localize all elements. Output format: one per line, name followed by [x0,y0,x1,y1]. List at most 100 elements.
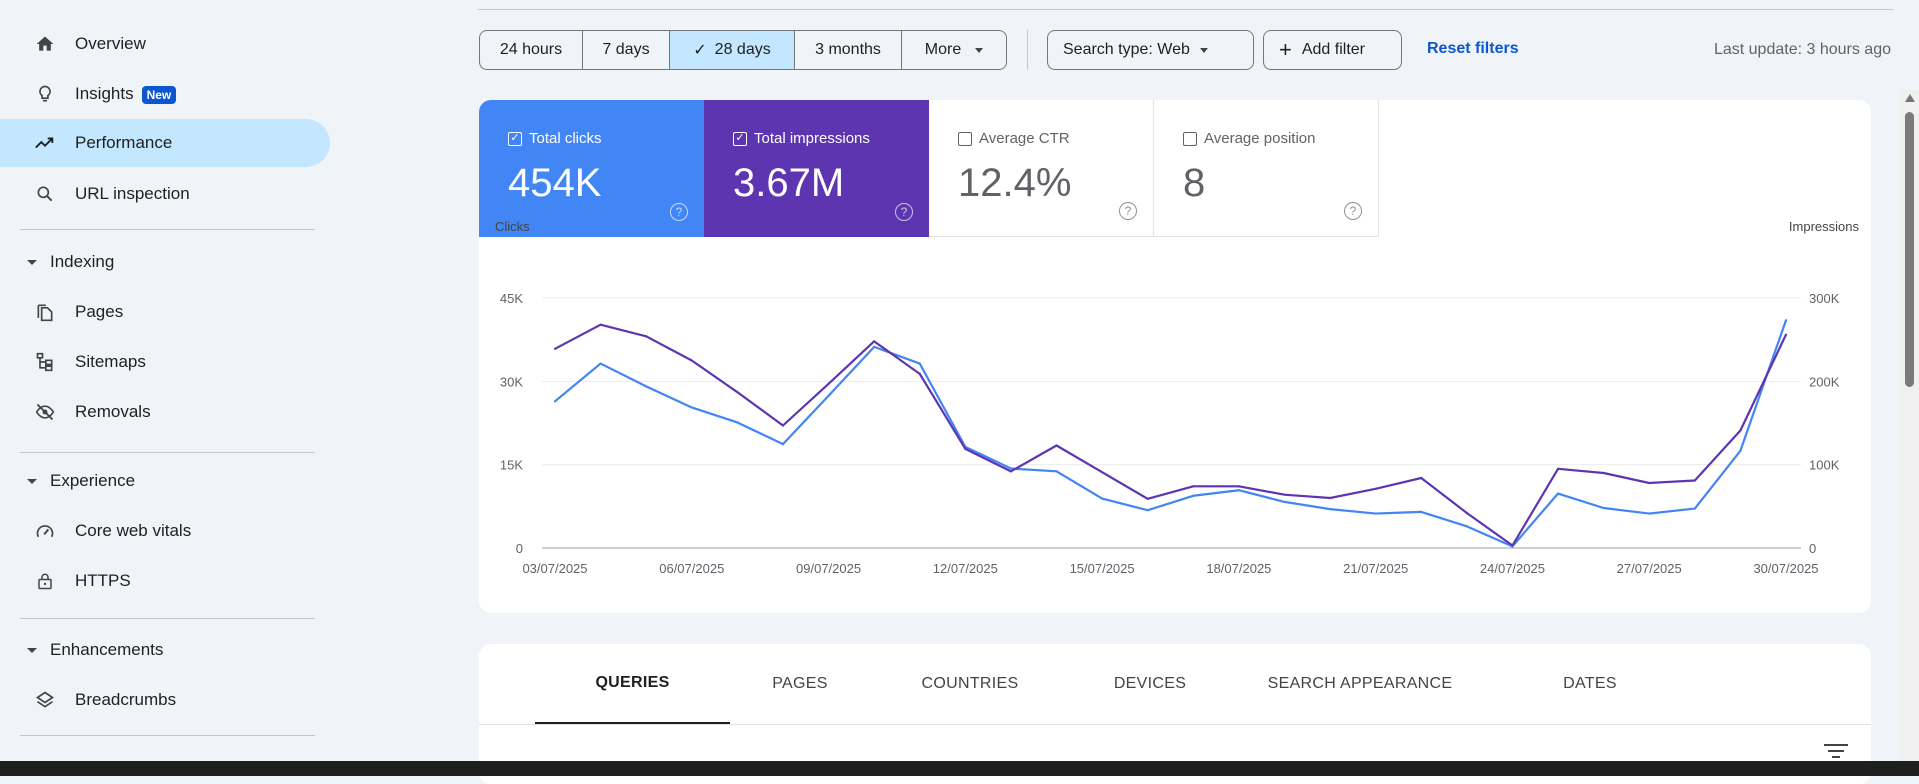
toolbar-divider [1027,30,1028,70]
caret-down-icon [27,259,37,265]
sidebar-item-url-inspection[interactable]: URL inspection [0,170,330,218]
home-icon [34,33,56,55]
impressions-point [964,447,967,450]
metric-value: 3.67M [733,161,845,205]
impressions-point [1602,471,1605,475]
range-28-days-button[interactable]: ✓ 28 days [670,31,795,69]
checkbox-unchecked-icon[interactable] [1183,131,1197,146]
tab-devices[interactable]: DEVICES [1113,675,1187,692]
metric-total-clicks[interactable]: ✓ Total clicks 454K ? [479,100,704,237]
impressions-point [873,340,876,343]
sidebar-item-label: Performance [75,133,173,152]
metric-value: 454K [508,161,602,205]
range-7-days-button[interactable]: 7 days [583,31,670,69]
sidebar-item-pages[interactable]: Pages [0,288,330,336]
metric-average-ctr[interactable]: Average CTR 12.4% ? [929,100,1154,237]
sidebar-item-overview[interactable]: Overview [0,20,330,68]
tabs-divider [479,724,1871,725]
help-icon[interactable]: ? [1119,202,1137,220]
sidebar-item-core-web-vitals[interactable]: Core web vitals [0,507,330,555]
performance-line-chart: 0 0 15K 100K 30K 200K 45K 300K Clicks Impressions… [495,219,1860,576]
clicks-point [1101,497,1104,500]
search-type-label: Search type: Web [1063,41,1190,58]
sidebar-item-performance[interactable]: Performance [0,119,330,167]
page-scrollbar[interactable] [1900,90,1919,761]
clicks-point [553,400,557,403]
tab-dates[interactable]: DATES [1563,675,1617,692]
clicks-point [1739,449,1742,452]
range-3-months-button[interactable]: 3 months [795,31,902,69]
section-label: Indexing [50,252,115,271]
section-experience[interactable]: Experience [0,461,330,501]
reset-filters-link[interactable]: Reset filters [1427,40,1519,57]
new-badge: New [141,86,177,104]
clicks-point [1374,512,1377,515]
section-indexing[interactable]: Indexing [0,242,330,282]
scroll-up-icon[interactable] [1905,94,1915,102]
sidebar-item-breadcrumbs[interactable]: Breadcrumbs [0,676,330,724]
impressions-point [1693,479,1696,482]
impressions-line [554,323,1787,547]
checkbox-unchecked-icon[interactable] [958,131,972,146]
help-icon[interactable]: ? [670,203,688,221]
clicks-point [599,362,602,365]
x-tick-label: 18/07/2025 [1206,561,1271,576]
date-range-selector: 24 hours 7 days ✓ 28 days 3 months More [479,30,1007,70]
range-more-dropdown[interactable]: More [902,31,1006,69]
last-update-text: Last update: 3 hours ago [1713,41,1891,58]
impressions-point [1511,544,1514,547]
check-icon: ✓ [693,42,707,59]
divider [20,452,315,453]
range-label: 28 days [714,41,771,58]
sidebar-item-label: URL inspection [75,184,190,203]
caret-down-icon [27,478,37,484]
metric-average-position[interactable]: Average position 8 ? [1154,100,1379,237]
y-left-tick-label: 0 [516,541,523,556]
help-icon[interactable]: ? [1344,202,1362,220]
clicks-point [1146,509,1149,512]
clicks-point [781,443,785,446]
help-icon[interactable]: ? [895,203,913,221]
impressions-point [1465,511,1468,515]
filter-rows-icon[interactable] [1824,744,1848,762]
checkbox-checked-icon[interactable]: ✓ [733,131,747,146]
checkbox-checked-icon[interactable]: ✓ [508,131,522,146]
sidebar-item-insights[interactable]: Insights New [0,70,330,118]
impressions-point [1328,496,1332,500]
performance-chart-card: ✓ Total clicks 454K ? ✓ Total impressions … [479,100,1871,613]
clicks-point [1602,506,1605,510]
sidebar: Overview Insights New Performance URL ins… [0,0,330,761]
tab-countries[interactable]: COUNTRIES [921,675,1019,692]
scrollbar-thumb[interactable] [1905,112,1914,387]
impressions-point [1101,471,1104,474]
sidebar-item-sitemaps[interactable]: Sitemaps [0,338,330,386]
search-type-dropdown[interactable]: Search type: Web [1047,30,1254,70]
add-filter-button[interactable]: + Add filter [1263,30,1402,70]
tab-queries[interactable]: QUERIES [535,644,730,724]
y-right-tick-label: 0 [1809,541,1816,556]
impressions-point [1556,467,1560,470]
impressions-point [1237,485,1240,488]
metric-value: 8 [1183,161,1206,205]
x-tick-label: 03/07/2025 [522,561,587,576]
tab-search-appearance[interactable]: SEARCH APPEARANCE [1267,675,1453,692]
clicks-point [1328,508,1332,511]
tab-pages[interactable]: PAGES [772,675,828,692]
sidebar-item-label: Pages [75,302,124,321]
metric-total-impressions[interactable]: ✓ Total impressions 3.67M ? [704,100,929,237]
section-enhancements[interactable]: Enhancements [0,630,330,670]
y-right-tick-label: 200K [1809,374,1840,389]
clicks-point [1055,470,1058,473]
sidebar-item-label: Breadcrumbs [75,690,177,709]
section-label: Enhancements [50,640,164,659]
clicks-point [1420,510,1423,513]
clicks-point [1192,494,1195,497]
x-tick-label: 30/07/2025 [1753,561,1818,576]
sidebar-item-removals[interactable]: Removals [0,388,330,436]
caret-down-icon [1199,47,1208,53]
impressions-point [645,335,648,338]
impressions-point [1283,493,1286,496]
sidebar-item-https[interactable]: HTTPS [0,557,330,605]
range-24-hours-button[interactable]: 24 hours [480,31,583,69]
impressions-point [599,323,602,326]
